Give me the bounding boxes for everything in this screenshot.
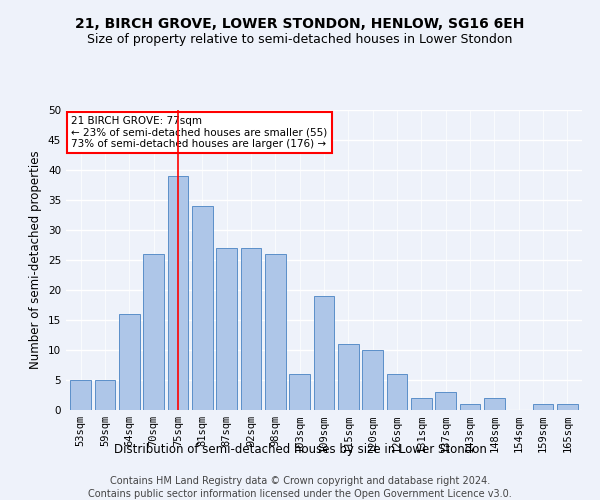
Bar — [386, 374, 407, 410]
Bar — [241, 248, 262, 410]
Bar — [460, 404, 481, 410]
Bar — [436, 392, 456, 410]
Bar — [557, 404, 578, 410]
Text: Contains HM Land Registry data © Crown copyright and database right 2024.: Contains HM Land Registry data © Crown c… — [110, 476, 490, 486]
Bar — [167, 176, 188, 410]
Bar — [484, 398, 505, 410]
Y-axis label: Number of semi-detached properties: Number of semi-detached properties — [29, 150, 43, 370]
Text: 21 BIRCH GROVE: 77sqm
← 23% of semi-detached houses are smaller (55)
73% of semi: 21 BIRCH GROVE: 77sqm ← 23% of semi-deta… — [71, 116, 328, 149]
Bar — [289, 374, 310, 410]
Bar — [533, 404, 553, 410]
Bar — [216, 248, 237, 410]
Bar — [192, 206, 212, 410]
Bar — [411, 398, 432, 410]
Bar — [362, 350, 383, 410]
Bar — [95, 380, 115, 410]
Bar — [143, 254, 164, 410]
Bar — [70, 380, 91, 410]
Bar — [314, 296, 334, 410]
Text: 21, BIRCH GROVE, LOWER STONDON, HENLOW, SG16 6EH: 21, BIRCH GROVE, LOWER STONDON, HENLOW, … — [76, 18, 524, 32]
Text: Distribution of semi-detached houses by size in Lower Stondon: Distribution of semi-detached houses by … — [113, 442, 487, 456]
Text: Contains public sector information licensed under the Open Government Licence v3: Contains public sector information licen… — [88, 489, 512, 499]
Bar — [265, 254, 286, 410]
Bar — [119, 314, 140, 410]
Text: Size of property relative to semi-detached houses in Lower Stondon: Size of property relative to semi-detach… — [88, 32, 512, 46]
Bar — [338, 344, 359, 410]
